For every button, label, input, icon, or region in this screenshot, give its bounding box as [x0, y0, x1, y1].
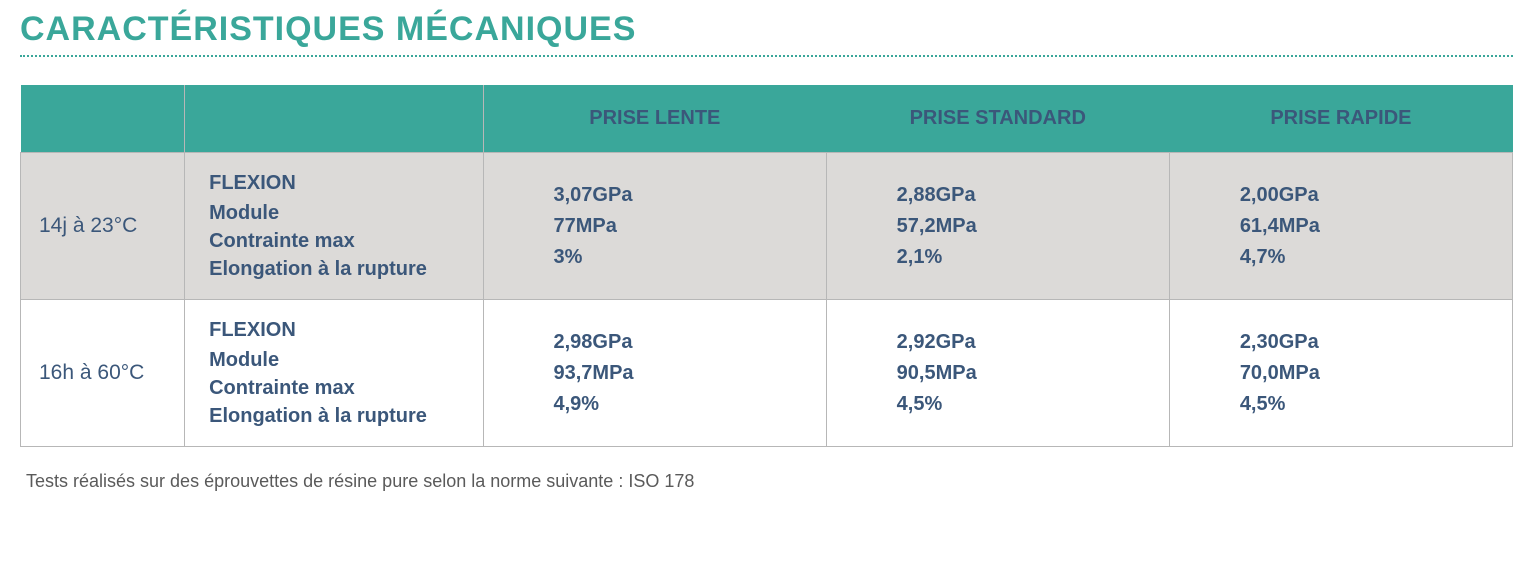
- property-heading: FLEXION: [209, 169, 462, 197]
- value-cell: 2,92GPa 90,5MPa 4,5%: [826, 300, 1169, 447]
- section-title: CARACTÉRISTIQUES MÉCANIQUES: [20, 10, 1513, 49]
- table-row: 16h à 60°C FLEXION Module Contrainte max…: [21, 300, 1513, 447]
- value: 70,0MPa: [1240, 358, 1502, 389]
- table-header-row: PRISE LENTE PRISE STANDARD PRISE RAPIDE: [21, 85, 1513, 153]
- value: 3%: [554, 242, 816, 273]
- column-header: PRISE STANDARD: [826, 85, 1169, 153]
- value-cell: 2,30GPa 70,0MPa 4,5%: [1169, 300, 1512, 447]
- property-line: Elongation à la rupture: [209, 255, 462, 283]
- value: 4,5%: [897, 389, 1159, 420]
- value: 57,2MPa: [897, 211, 1159, 242]
- value: 4,9%: [554, 389, 816, 420]
- header-blank-condition: [21, 85, 185, 153]
- property-line: Module: [209, 199, 462, 227]
- value: 2,1%: [897, 242, 1159, 273]
- value: 2,00GPa: [1240, 180, 1502, 211]
- value: 2,98GPa: [554, 327, 816, 358]
- value: 77MPa: [554, 211, 816, 242]
- property-line: Contrainte max: [209, 227, 462, 255]
- properties-cell: FLEXION Module Contrainte max Elongation…: [185, 300, 483, 447]
- value-cell: 2,98GPa 93,7MPa 4,9%: [483, 300, 826, 447]
- value-cell: 2,00GPa 61,4MPa 4,7%: [1169, 153, 1512, 300]
- value: 93,7MPa: [554, 358, 816, 389]
- property-line: Elongation à la rupture: [209, 402, 462, 430]
- mechanical-properties-table: PRISE LENTE PRISE STANDARD PRISE RAPIDE …: [20, 85, 1513, 447]
- value: 4,7%: [1240, 242, 1502, 273]
- property-heading: FLEXION: [209, 316, 462, 344]
- properties-cell: FLEXION Module Contrainte max Elongation…: [185, 153, 483, 300]
- value: 3,07GPa: [554, 180, 816, 211]
- property-line: Contrainte max: [209, 374, 462, 402]
- value: 61,4MPa: [1240, 211, 1502, 242]
- condition-cell: 16h à 60°C: [21, 300, 185, 447]
- value-cell: 2,88GPa 57,2MPa 2,1%: [826, 153, 1169, 300]
- table-row: 14j à 23°C FLEXION Module Contrainte max…: [21, 153, 1513, 300]
- property-line: Module: [209, 346, 462, 374]
- value: 2,92GPa: [897, 327, 1159, 358]
- footnote: Tests réalisés sur des éprouvettes de ré…: [20, 471, 1513, 492]
- condition-cell: 14j à 23°C: [21, 153, 185, 300]
- column-header: PRISE RAPIDE: [1169, 85, 1512, 153]
- value: 90,5MPa: [897, 358, 1159, 389]
- value: 2,88GPa: [897, 180, 1159, 211]
- value-cell: 3,07GPa 77MPa 3%: [483, 153, 826, 300]
- divider: [20, 55, 1513, 57]
- value: 4,5%: [1240, 389, 1502, 420]
- column-header: PRISE LENTE: [483, 85, 826, 153]
- header-blank-props: [185, 85, 483, 153]
- value: 2,30GPa: [1240, 327, 1502, 358]
